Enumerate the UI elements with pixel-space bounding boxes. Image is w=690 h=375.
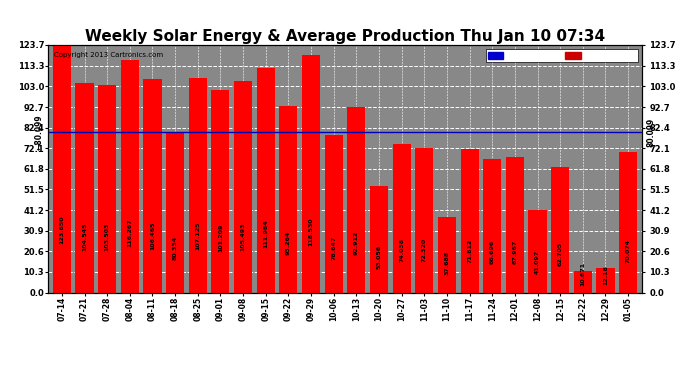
Text: 62.705: 62.705 — [558, 242, 562, 266]
Text: 106.465: 106.465 — [150, 222, 155, 250]
Bar — [438, 217, 456, 292]
Bar — [347, 106, 366, 292]
Bar — [302, 56, 320, 292]
Bar — [393, 144, 411, 292]
Text: 92.912: 92.912 — [354, 231, 359, 255]
Bar — [483, 159, 501, 292]
Bar — [596, 268, 615, 292]
Bar — [415, 148, 433, 292]
Bar — [619, 152, 637, 292]
Bar — [211, 90, 230, 292]
Text: Copyright 2013 Cartronics.com: Copyright 2013 Cartronics.com — [55, 53, 164, 58]
Text: 80.334: 80.334 — [172, 236, 177, 260]
Text: 41.097: 41.097 — [535, 250, 540, 274]
Text: 37.688: 37.688 — [444, 251, 449, 275]
Bar — [506, 156, 524, 292]
Bar — [324, 135, 343, 292]
Text: 80.099: 80.099 — [647, 118, 656, 147]
Bar — [529, 210, 546, 292]
Text: 107.125: 107.125 — [195, 221, 200, 250]
Bar — [166, 132, 184, 292]
Text: 123.650: 123.650 — [59, 216, 64, 244]
Text: 67.967: 67.967 — [513, 240, 518, 264]
Text: 101.209: 101.209 — [218, 224, 223, 252]
Text: 111.984: 111.984 — [263, 219, 268, 248]
Bar — [460, 149, 479, 292]
Text: 10.671: 10.671 — [580, 262, 585, 286]
Bar — [53, 45, 71, 292]
Bar — [574, 271, 592, 292]
Bar — [370, 186, 388, 292]
Text: 78.647: 78.647 — [331, 236, 336, 260]
Text: 70.074: 70.074 — [626, 239, 631, 263]
Bar — [257, 69, 275, 292]
Bar — [234, 81, 252, 292]
Text: 104.545: 104.545 — [82, 222, 87, 251]
Text: 71.812: 71.812 — [467, 238, 472, 262]
Text: 116.267: 116.267 — [128, 218, 132, 247]
Title: Weekly Solar Energy & Average Production Thu Jan 10 07:34: Weekly Solar Energy & Average Production… — [85, 29, 605, 44]
Text: 66.696: 66.696 — [490, 240, 495, 264]
Text: ←80.099: ←80.099 — [34, 114, 43, 150]
Legend: Average (kWh), Weekly (kWh): Average (kWh), Weekly (kWh) — [486, 49, 638, 62]
Text: 103.503: 103.503 — [105, 223, 110, 251]
Text: 105.493: 105.493 — [241, 222, 246, 251]
Bar — [75, 83, 94, 292]
Text: 118.530: 118.530 — [308, 217, 313, 246]
Bar — [98, 86, 116, 292]
Text: 12.18: 12.18 — [603, 266, 608, 285]
Bar — [279, 106, 297, 292]
Text: 74.038: 74.038 — [399, 238, 404, 262]
Bar — [189, 78, 207, 292]
Text: 93.264: 93.264 — [286, 231, 291, 255]
Bar — [551, 167, 569, 292]
Text: 53.056: 53.056 — [377, 245, 382, 269]
Bar — [121, 60, 139, 292]
Bar — [144, 80, 161, 292]
Text: 72.320: 72.320 — [422, 238, 427, 262]
